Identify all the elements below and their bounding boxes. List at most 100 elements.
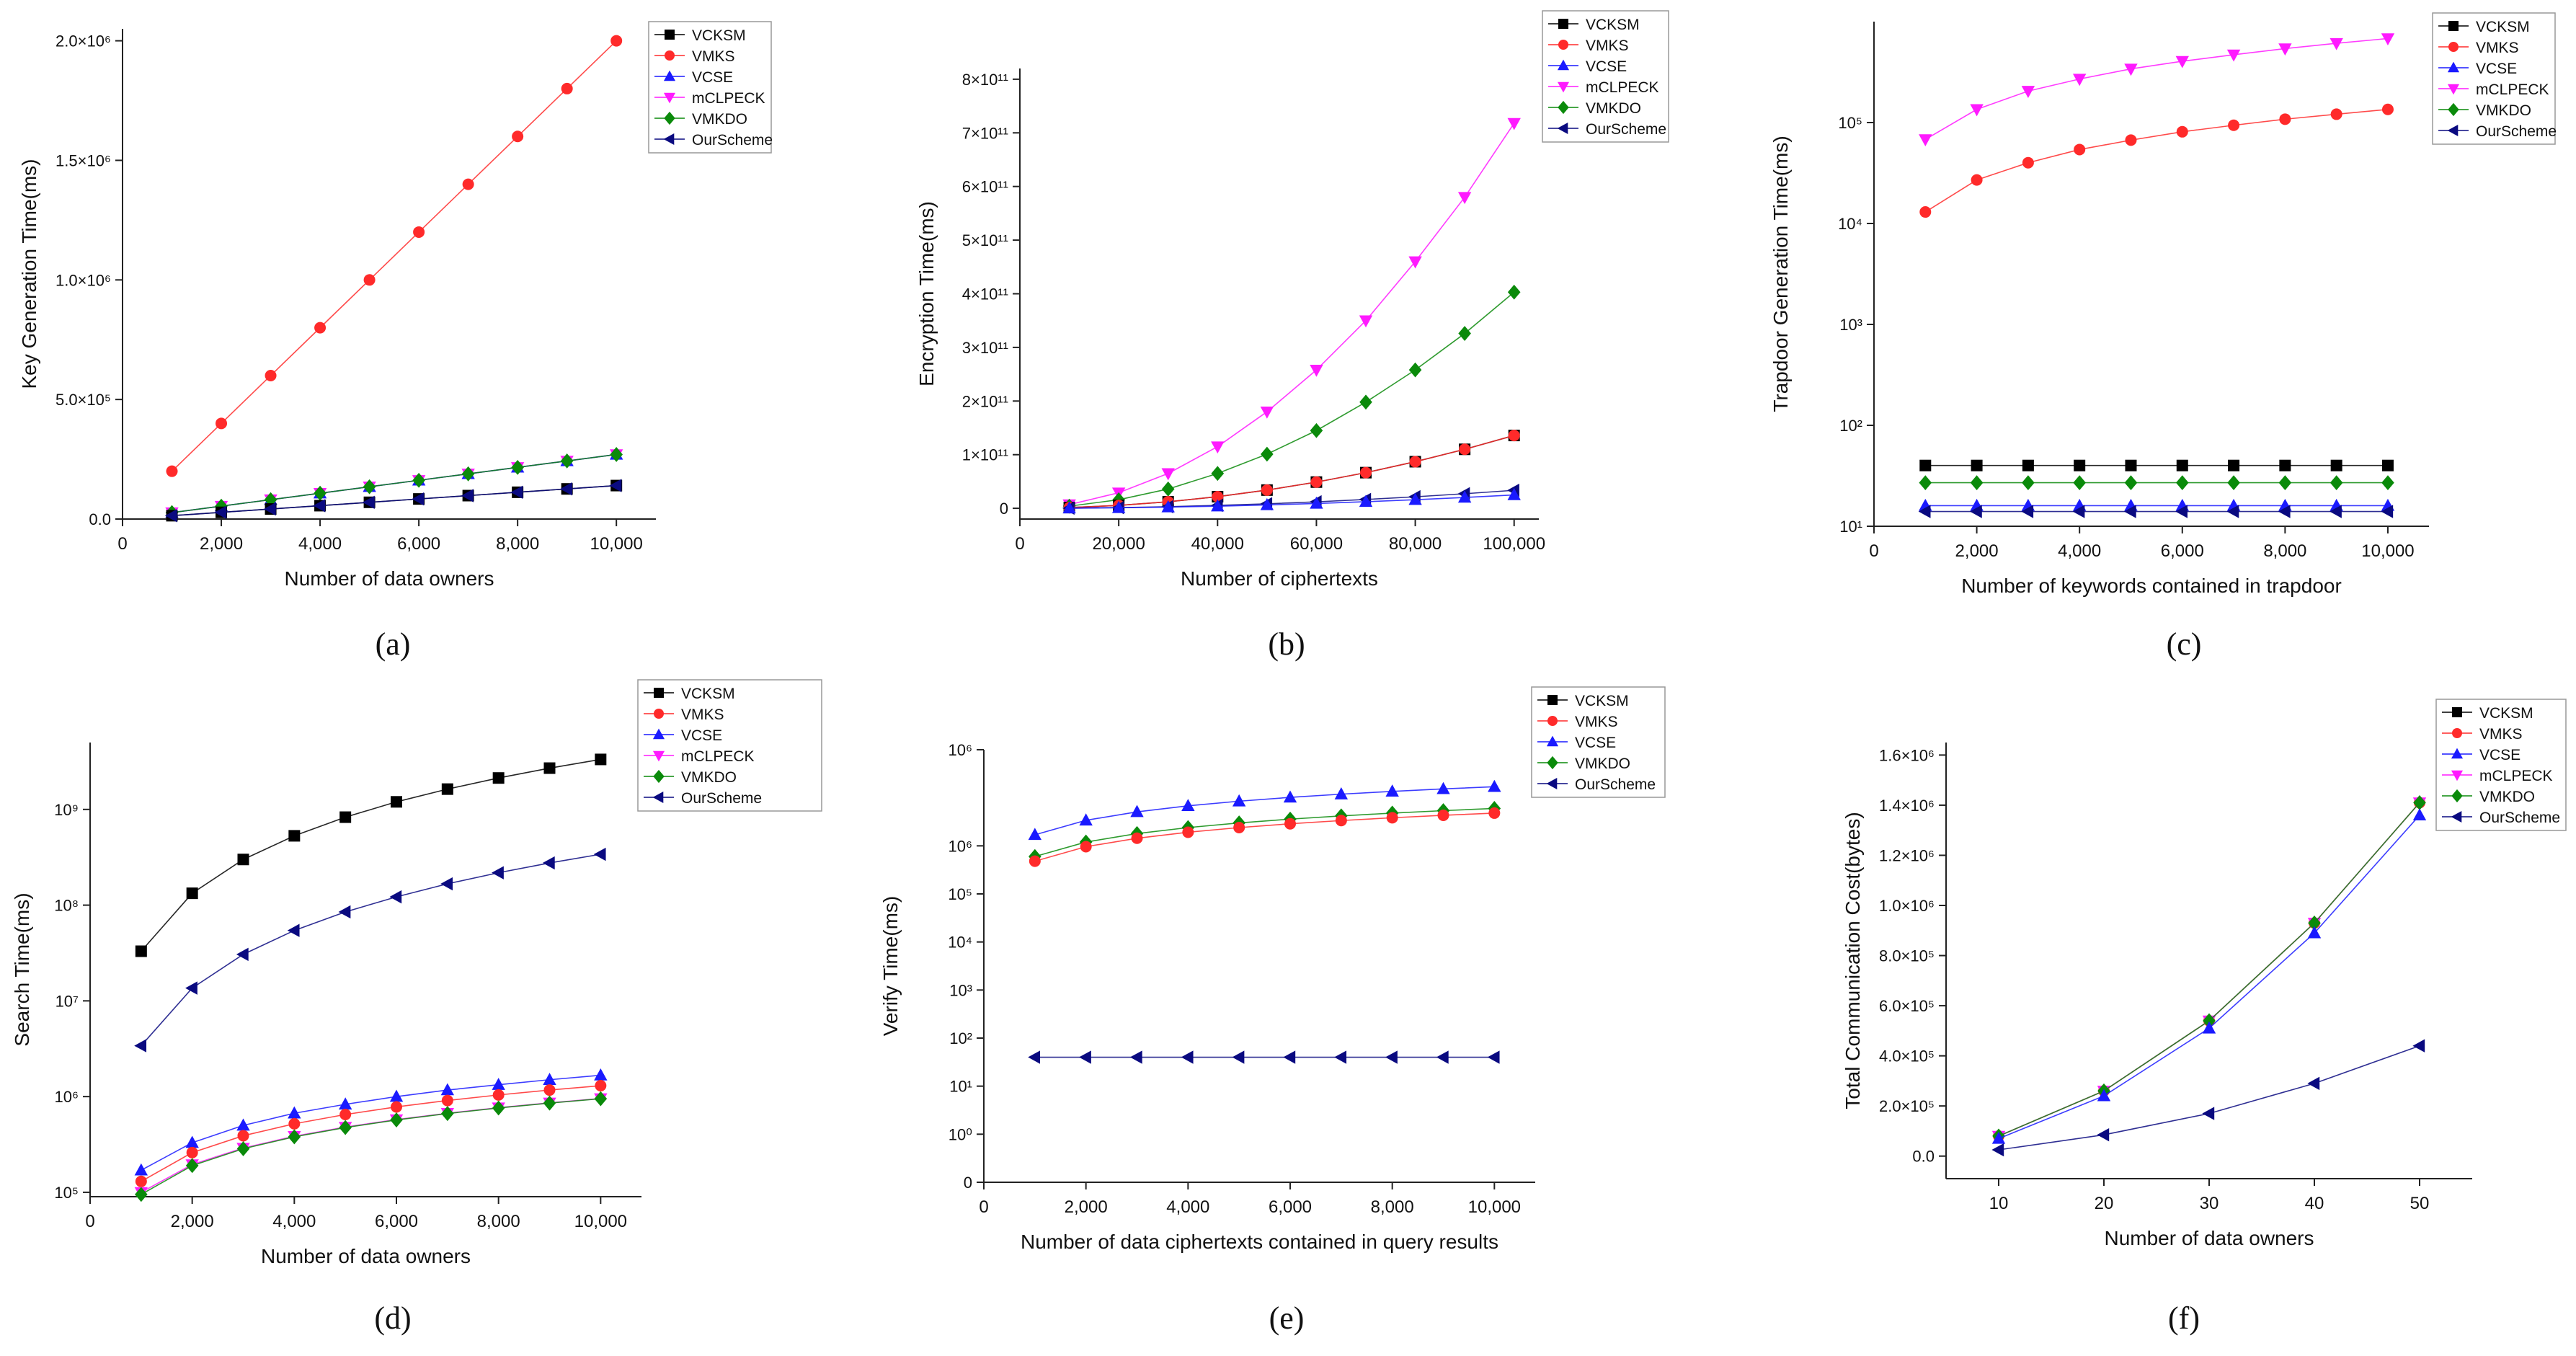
legend-label-d-VCSE: VCSE bbox=[681, 727, 722, 744]
data-point-b-VCSE bbox=[1260, 497, 1274, 510]
data-point-d-VCSE bbox=[492, 1078, 505, 1090]
data-point-e-VMKS bbox=[1029, 855, 1041, 867]
legend-label-c-OurScheme: OurScheme bbox=[2476, 123, 2557, 140]
data-point-c-VCKSM bbox=[2381, 459, 2394, 471]
data-point-c-OurScheme bbox=[2175, 505, 2188, 518]
data-point-b-VCSE bbox=[1211, 499, 1225, 512]
legend-marker-b-VMKS bbox=[1558, 40, 1568, 50]
x-tick-label-a: 8,000 bbox=[496, 534, 539, 554]
data-point-c-mCLPECK bbox=[2175, 56, 2189, 68]
series-line-b-VMKDO bbox=[1069, 291, 1515, 507]
legend-label-e-VCSE: VCSE bbox=[1575, 735, 1616, 751]
data-point-b-VMKDO bbox=[1161, 481, 1175, 497]
data-point-b-VMKDO bbox=[1408, 362, 1422, 378]
data-point-c-VCKSM bbox=[2176, 459, 2188, 471]
data-point-b-VCSE bbox=[1111, 500, 1126, 513]
x-tick-label-c: 4,000 bbox=[2058, 541, 2101, 561]
data-point-a-VMKS bbox=[561, 82, 573, 94]
data-point-f-VMKDO bbox=[2203, 1013, 2216, 1029]
legend-label-d-VMKS: VMKS bbox=[681, 706, 724, 723]
data-point-c-VMKS bbox=[2381, 103, 2394, 115]
data-point-f-OurScheme bbox=[2097, 1127, 2110, 1142]
data-point-b-VMKS bbox=[1360, 466, 1372, 479]
data-point-a-VMKS bbox=[462, 178, 474, 190]
series-line-e-VMKDO bbox=[1034, 807, 1495, 857]
data-point-d-VCKSM bbox=[135, 945, 147, 957]
y-tick-label-f: 1.4×10⁶ bbox=[1879, 797, 1935, 815]
data-point-d-VMKDO bbox=[543, 1095, 556, 1111]
data-point-d-OurScheme bbox=[440, 877, 453, 891]
y-tick-label-a: 0.0 bbox=[89, 510, 111, 528]
legend-marker-d-VMKDO bbox=[653, 769, 665, 784]
x-tick-label-b: 20,000 bbox=[1092, 534, 1145, 554]
data-point-d-VCSE bbox=[389, 1089, 404, 1102]
series-line-e-VMKS bbox=[1034, 812, 1495, 862]
legend-marker-e-VMKS bbox=[1547, 716, 1558, 726]
data-point-d-OurScheme bbox=[338, 905, 351, 919]
data-point-e-VCSE bbox=[1488, 779, 1501, 792]
data-point-e-OurScheme bbox=[1283, 1050, 1296, 1064]
caption-f: (f) bbox=[2168, 1300, 2200, 1336]
data-point-c-mCLPECK bbox=[1970, 104, 1984, 117]
data-point-e-VMKS bbox=[1233, 821, 1245, 833]
legend-b bbox=[1542, 10, 1669, 143]
data-point-d-OurScheme bbox=[287, 923, 300, 937]
data-point-e-VMKS bbox=[1437, 809, 1449, 821]
data-point-a-VMKS bbox=[314, 322, 327, 334]
data-point-e-VCSE bbox=[1334, 787, 1349, 799]
data-point-a-OurScheme bbox=[560, 482, 572, 496]
data-point-e-VCSE bbox=[1232, 794, 1246, 807]
y-tick-label-e: 10² bbox=[949, 1029, 972, 1047]
y-tick-label-f: 8.0×10⁵ bbox=[1879, 947, 1935, 965]
y-axis-label-b: Encryption Time(ms) bbox=[915, 201, 938, 386]
legend-marker-f-VMKS bbox=[2452, 728, 2462, 738]
x-tick-label-d: 8,000 bbox=[477, 1212, 520, 1231]
data-point-b-VMKS bbox=[1459, 443, 1471, 456]
data-point-e-VMKS bbox=[1335, 815, 1347, 827]
y-axis-label-c: Trapdoor Generation Time(ms) bbox=[1769, 136, 1792, 412]
x-axis-label-c: Number of keywords contained in trapdoor bbox=[1961, 575, 2342, 597]
legend-label-b-OurScheme: OurScheme bbox=[1586, 121, 1666, 138]
y-tick-label-b: 0 bbox=[1000, 500, 1008, 518]
data-point-d-VMKDO bbox=[594, 1091, 608, 1107]
data-point-a-OurScheme bbox=[164, 509, 177, 523]
data-point-d-VCKSM bbox=[237, 854, 249, 866]
data-point-d-VMKS bbox=[135, 1175, 147, 1187]
x-tick-label-c: 6,000 bbox=[2161, 541, 2204, 561]
data-point-c-OurScheme bbox=[2381, 505, 2394, 518]
data-point-f-OurScheme bbox=[1991, 1143, 2004, 1157]
data-point-c-VMKS bbox=[2022, 156, 2034, 169]
y-axis-label-f: Total Communication Cost(bytes) bbox=[1842, 812, 1864, 1109]
data-point-e-OurScheme bbox=[1232, 1050, 1245, 1064]
x-tick-label-c: 10,000 bbox=[2361, 541, 2414, 561]
data-point-d-VCKSM bbox=[186, 887, 198, 900]
data-point-a-VMKS bbox=[512, 130, 524, 143]
data-point-a-VMKDO bbox=[511, 459, 524, 475]
data-point-e-VCSE bbox=[1385, 784, 1399, 797]
legend-label-e-OurScheme: OurScheme bbox=[1575, 776, 1656, 793]
data-point-a-VMKDO bbox=[461, 466, 475, 482]
data-point-d-VCKSM bbox=[288, 830, 301, 842]
data-point-c-mCLPECK bbox=[2021, 86, 2035, 98]
data-point-c-VMKS bbox=[2330, 108, 2342, 120]
legend-marker-c-VCSE bbox=[2447, 61, 2460, 73]
data-point-c-mCLPECK bbox=[2124, 63, 2138, 76]
y-tick-label-e: 10⁶ bbox=[948, 741, 972, 759]
caption-a: (a) bbox=[375, 626, 411, 662]
data-point-d-VCSE bbox=[236, 1118, 250, 1131]
y-tick-label-e: 10³ bbox=[949, 981, 972, 999]
y-tick-label-a: 5.0×10⁵ bbox=[55, 391, 111, 409]
legend-label-f-VCSE: VCSE bbox=[2479, 747, 2521, 763]
series-line-c-mCLPECK bbox=[1924, 37, 2389, 141]
y-tick-label-b: 5×10¹¹ bbox=[962, 231, 1008, 249]
series-line-b-VCSE bbox=[1069, 494, 1514, 509]
y-tick-label-c: 10¹ bbox=[1839, 518, 1862, 536]
data-point-d-VCKSM bbox=[339, 811, 352, 823]
x-tick-label-d: 0 bbox=[85, 1212, 94, 1231]
data-point-c-OurScheme bbox=[1918, 505, 1931, 518]
x-tick-label-a: 6,000 bbox=[397, 534, 440, 554]
y-tick-label-f: 6.0×10⁵ bbox=[1879, 997, 1935, 1015]
data-point-a-OurScheme bbox=[263, 502, 276, 516]
data-point-d-VMKDO bbox=[236, 1141, 250, 1156]
x-tick-label-e: 0 bbox=[979, 1197, 988, 1217]
